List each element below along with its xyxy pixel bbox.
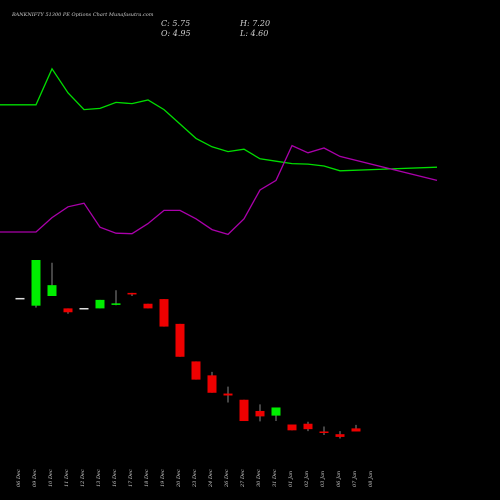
chart-title: BANKNIFTY 51300 PE Options Chart Munafas… — [12, 12, 154, 18]
x-tick-label: 31 Dec — [272, 469, 278, 487]
candle-body — [335, 434, 345, 437]
candle-31-dec — [271, 407, 281, 422]
x-tick-label: 06 Jan — [336, 471, 342, 487]
x-axis-labels: 06 Dec 09 Dec 10 Dec 11 Dec 12 Dec 13 Dec 16 D… — [16, 469, 374, 488]
candle-20-dec — [175, 323, 185, 357]
candle-body — [79, 308, 89, 310]
candle-03-jan — [319, 426, 329, 435]
candle-06-dec — [15, 297, 25, 300]
candle-body — [319, 431, 329, 433]
candle-24-dec — [207, 371, 217, 393]
candle-body — [143, 303, 153, 309]
candle-body — [255, 410, 265, 417]
candle-body — [223, 393, 233, 396]
x-tick-label: 27 Dec — [240, 469, 246, 488]
x-tick-label: 09 Dec — [32, 469, 38, 487]
candle-26-dec — [223, 386, 233, 403]
candle-body — [239, 399, 249, 422]
candle-11-dec — [63, 308, 73, 314]
candle-body — [63, 308, 73, 313]
low-value: L: 4.60 — [240, 29, 269, 38]
candle-body — [127, 292, 137, 295]
x-tick-label: 30 Dec — [256, 469, 262, 487]
candle-10-dec — [47, 262, 57, 296]
x-tick-label: 24 Dec — [208, 469, 214, 488]
high-value: H: 7.20 — [240, 19, 271, 28]
candle-body — [175, 323, 185, 357]
candle-body — [191, 361, 201, 380]
x-tick-label: 12 Dec — [80, 469, 86, 487]
candle-body — [287, 424, 297, 431]
indicator-lines — [0, 67, 438, 236]
x-tick-label: 16 Dec — [112, 469, 118, 487]
candle-01-jan — [287, 424, 297, 431]
series-line-1 — [0, 67, 438, 172]
x-tick-label: 08 Jan — [368, 471, 374, 487]
candle-18-dec — [143, 303, 153, 309]
x-tick-label: 26 Dec — [224, 469, 230, 488]
candle-body — [207, 375, 217, 393]
candle-body — [351, 428, 361, 432]
candle-body — [15, 297, 25, 300]
candle-30-dec — [255, 404, 265, 422]
close-value: C: 5.75 — [161, 19, 191, 28]
candle-17-dec — [127, 292, 137, 296]
x-tick-label: 17 Dec — [128, 469, 134, 487]
x-tick-label: 07 Jan — [352, 471, 358, 487]
candle-07-jan — [351, 424, 361, 432]
candlesticks — [15, 260, 361, 439]
x-tick-label: 02 Jan — [304, 471, 310, 487]
candle-body — [159, 299, 169, 327]
candle-body — [303, 423, 313, 430]
x-tick-label: 20 Dec — [176, 469, 182, 488]
candle-12-dec — [79, 308, 89, 310]
candle-body — [31, 260, 41, 306]
x-tick-label: 19 Dec — [160, 469, 166, 487]
candle-23-dec — [191, 361, 201, 380]
x-tick-label: 11 Dec — [64, 469, 70, 487]
candle-06-jan — [335, 431, 345, 439]
series-line-2 — [0, 144, 438, 236]
candle-body — [47, 285, 57, 296]
x-tick-label: 06 Dec — [16, 469, 22, 487]
open-value: O: 4.95 — [161, 29, 191, 38]
candle-27-dec — [239, 399, 249, 422]
x-tick-label: 03 Jan — [320, 471, 326, 487]
x-tick-label: 01 Jan — [288, 471, 294, 487]
candle-09-dec — [31, 260, 41, 308]
candle-16-dec — [111, 290, 121, 306]
candle-19-dec — [159, 299, 169, 327]
candle-body — [95, 299, 105, 309]
candle-body — [271, 407, 281, 416]
x-tick-label: 23 Dec — [192, 469, 198, 488]
candle-13-dec — [95, 299, 105, 309]
x-tick-label: 18 Dec — [144, 469, 150, 487]
x-tick-label: 13 Dec — [96, 469, 102, 487]
x-tick-label: 10 Dec — [48, 469, 54, 487]
candle-02-jan — [303, 421, 313, 432]
candle-body — [111, 303, 121, 305]
